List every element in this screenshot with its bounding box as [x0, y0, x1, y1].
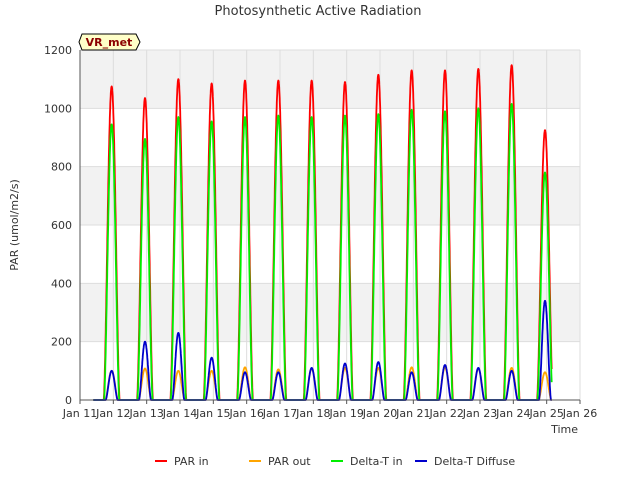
plot-band: [80, 50, 580, 109]
x-tick-label: Jan 23: [462, 407, 497, 420]
series-peak-point: [210, 370, 213, 372]
x-tick-label: Jan 13: [128, 407, 163, 420]
x-tick-label: Jan 18: [295, 407, 330, 420]
series-peak-point: [410, 366, 413, 369]
series-peak-point: [344, 114, 346, 117]
series-peak-point: [477, 68, 480, 70]
y-tick-label: 0: [65, 394, 72, 407]
series-peak-point: [177, 116, 180, 118]
legend-item-label: PAR out: [268, 455, 311, 468]
series-peak-point: [144, 367, 146, 370]
x-tick-label: Jan 16: [228, 407, 263, 420]
x-tick-label: Jan 15: [195, 407, 230, 420]
y-tick-label: 400: [51, 277, 72, 290]
y-tick-label: 600: [51, 219, 72, 232]
series-peak-point: [544, 371, 546, 374]
y-tick-label: 800: [51, 161, 72, 174]
series-peak-point: [110, 123, 113, 126]
annotation-shape: [78, 33, 141, 51]
series-peak-point: [344, 362, 346, 365]
series-peak-point: [244, 371, 246, 374]
x-tick-label: Jan 22: [428, 407, 463, 420]
series-peak-point: [244, 366, 246, 369]
series-peak-point: [410, 371, 413, 374]
x-tick-label: Jan 24: [495, 407, 530, 420]
series-peak-point: [277, 371, 280, 374]
plot-band: [80, 283, 580, 342]
legend: PAR in PAR out Delta-T in Delta-T Diffuse: [155, 455, 515, 468]
x-tick-label: Jan 20: [362, 407, 397, 420]
series-peak-point: [477, 367, 480, 369]
series-peak-point: [377, 113, 380, 115]
series-peak-point: [477, 107, 480, 110]
series-peak-point: [277, 368, 280, 371]
series-peak-point: [344, 81, 346, 83]
series-peak-point: [377, 361, 380, 363]
series-peak-point: [110, 85, 113, 88]
plot-band: [80, 166, 580, 225]
series-peak-point: [144, 97, 146, 99]
series-peak-point: [377, 367, 380, 369]
series-peak-point: [544, 129, 546, 132]
x-tick-label: Jan 17: [262, 407, 297, 420]
legend-item-label: Delta-T Diffuse: [434, 455, 515, 468]
legend-item-label: Delta-T in: [350, 455, 403, 468]
series-peak-point: [510, 367, 513, 369]
series-peak-point: [310, 116, 313, 118]
series-peak-point: [277, 114, 280, 117]
x-tick-label: Jan 21: [395, 407, 430, 420]
series-peak-point: [277, 79, 280, 82]
series-peak-point: [377, 73, 380, 76]
series-peak-point: [510, 64, 513, 66]
x-axis-label: Time: [550, 423, 578, 436]
series-peak-point: [210, 120, 213, 123]
series-peak-point: [177, 78, 180, 80]
series-peak-point: [444, 110, 446, 113]
x-tick-label: Jan 12: [95, 407, 130, 420]
series-peak-point: [544, 171, 546, 174]
x-tick-label: Jan 19: [328, 407, 363, 420]
y-axis-label: PAR (umol/m2/s): [8, 179, 21, 271]
legend-item-label: PAR in: [174, 455, 209, 468]
series-peak-point: [244, 116, 246, 118]
y-tick-label: 1000: [44, 102, 72, 115]
y-tick-label: 1200: [44, 44, 72, 57]
y-tick-label: 200: [51, 336, 72, 349]
series-peak-point: [510, 103, 513, 105]
series-peak-point: [310, 79, 313, 82]
series-peak-point: [210, 356, 213, 359]
x-tick-label: Jan 11: [62, 407, 97, 420]
series-peak-point: [144, 138, 146, 140]
series-peak-point: [344, 367, 346, 369]
series-peak-point: [410, 108, 413, 111]
series-peak-point: [444, 364, 446, 366]
axes: [79, 50, 580, 401]
series-peak-point: [210, 82, 213, 85]
series-peak-point: [110, 370, 113, 372]
y-ticks: 0 200 400 600 800 1000 1200: [44, 44, 72, 407]
series-peak-point: [410, 69, 413, 72]
series-peak-point: [544, 300, 546, 302]
x-tick-label: Jan 26: [562, 407, 597, 420]
series-peak-point: [177, 370, 180, 372]
series-peak-point: [144, 340, 146, 343]
series-peak-point: [177, 332, 180, 334]
x-tick-label: Jan 25: [528, 407, 563, 420]
annotation-box: VR_met: [78, 33, 141, 51]
chart-title: Photosynthetic Active Radiation: [215, 4, 422, 19]
series-peak-point: [310, 367, 313, 369]
series-peak-point: [510, 370, 513, 372]
x-tick-label: Jan 14: [162, 407, 197, 420]
series-peak-point: [444, 69, 446, 72]
annotation-label: VR_met: [86, 36, 133, 49]
series-peak-point: [244, 79, 246, 82]
